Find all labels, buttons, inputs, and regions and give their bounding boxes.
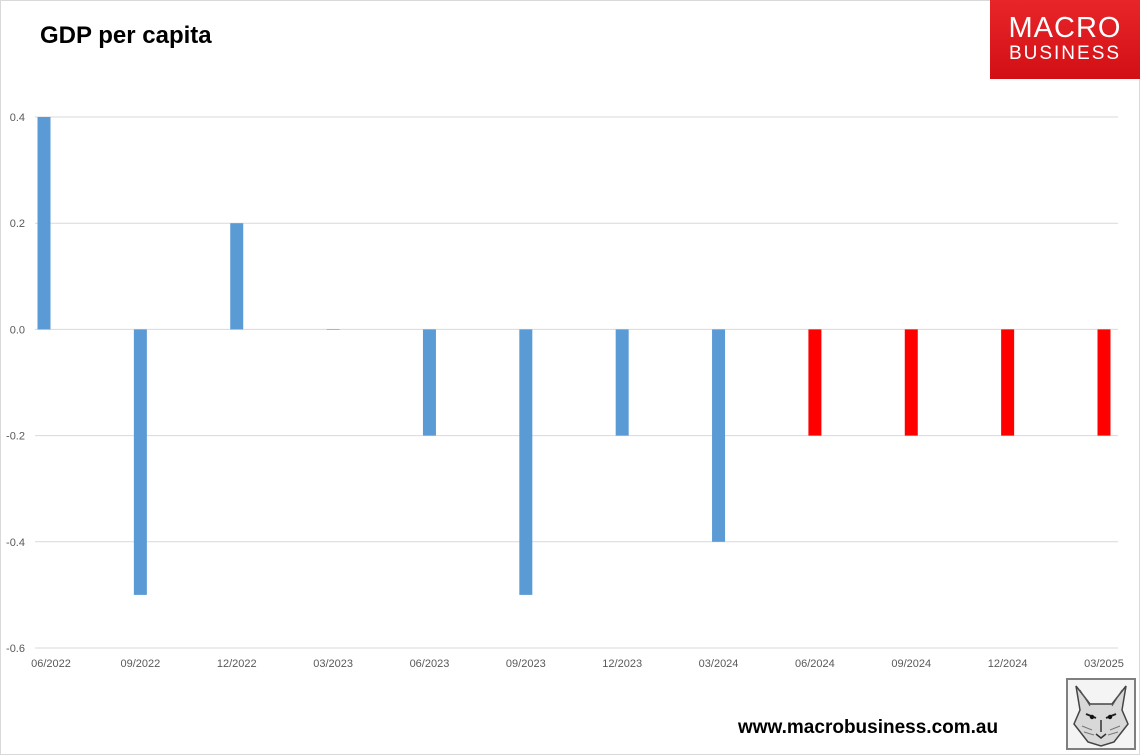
bar-03-2023 <box>326 329 340 330</box>
bar-12-2022 <box>230 223 244 330</box>
macrobusiness-logo[interactable]: MACRO BUSINESS <box>990 0 1140 79</box>
x-tick-label: 06/2022 <box>31 658 71 670</box>
bar-06-2024 <box>808 329 822 436</box>
y-tick-label: -0.2 <box>6 431 25 443</box>
bar-06-2023 <box>422 329 436 436</box>
y-tick-label: -0.4 <box>6 537 25 549</box>
x-tick-label: 03/2024 <box>699 658 739 670</box>
x-tick-label: 09/2023 <box>506 658 546 670</box>
x-tick-label: 03/2025 <box>1084 658 1124 670</box>
bar-12-2023 <box>615 329 629 436</box>
bar-09-2022 <box>133 329 147 595</box>
x-tick-label: 09/2022 <box>120 658 160 670</box>
x-tick-label: 12/2022 <box>217 658 257 670</box>
y-tick-label: 0.2 <box>10 218 25 230</box>
x-tick-label: 12/2023 <box>602 658 642 670</box>
footer-url[interactable]: www.macrobusiness.com.au <box>738 717 999 738</box>
logo-line-1: MACRO <box>1008 12 1122 44</box>
wolf-logo-icon <box>1066 678 1136 750</box>
x-tick-label: 12/2024 <box>988 658 1028 670</box>
bar-12-2024 <box>1001 329 1015 436</box>
x-tick-label: 03/2023 <box>313 658 353 670</box>
bar-06-2022 <box>37 117 51 330</box>
y-tick-label: -0.6 <box>6 643 25 655</box>
y-tick-label: 0.4 <box>10 112 25 124</box>
chart-title: GDP per capita <box>40 22 212 49</box>
bar-09-2024 <box>904 329 918 436</box>
logo-line-2: BUSINESS <box>1008 43 1122 64</box>
x-tick-label: 06/2023 <box>410 658 450 670</box>
x-tick-label: 09/2024 <box>891 658 931 670</box>
x-tick-label: 06/2024 <box>795 658 835 670</box>
y-tick-label: 0.0 <box>10 324 25 336</box>
bar-03-2025 <box>1097 329 1111 436</box>
bar-03-2024 <box>712 329 726 542</box>
bar-09-2023 <box>519 329 533 595</box>
